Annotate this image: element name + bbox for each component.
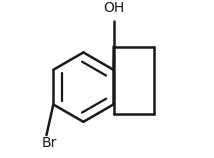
Text: Br: Br [41, 136, 57, 150]
Text: OH: OH [103, 1, 124, 15]
